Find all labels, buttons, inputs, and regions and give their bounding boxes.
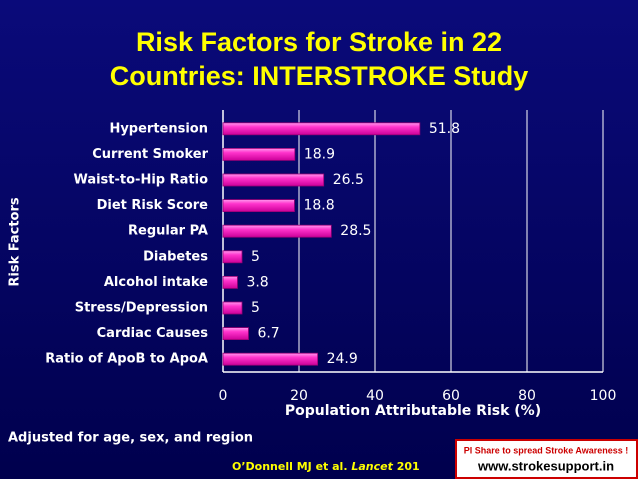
- plot: 0 20 40 60 80 100 Hypertension 51.8 Current Smok…: [45, 110, 616, 404]
- bar: [222, 224, 332, 238]
- value-label: 26.5: [333, 172, 364, 188]
- value-label: 3.8: [246, 274, 268, 290]
- bar: [222, 301, 243, 315]
- value-label: 28.5: [340, 223, 371, 239]
- bar: [222, 173, 325, 187]
- value-label: 18.8: [303, 198, 334, 214]
- x-tick-label: 20: [290, 388, 308, 404]
- bar: [222, 199, 295, 213]
- citation-journal: Lancet: [351, 460, 393, 473]
- value-label: 18.9: [304, 146, 335, 162]
- x-tick-label: 80: [518, 388, 536, 404]
- y-tick-label: Ratio of ApoB to ApoA: [45, 352, 208, 367]
- value-label: 24.9: [327, 351, 358, 367]
- banner-link: www.strokesupport.in: [477, 458, 614, 473]
- bar: [222, 327, 249, 341]
- footnote: Adjusted for age, sex, and region: [8, 431, 253, 446]
- chart-title: Countries: INTERSTROKE Study: [110, 61, 529, 91]
- x-tick-label: 0: [219, 388, 228, 404]
- y-tick-label: Diet Risk Score: [97, 198, 209, 213]
- chart-title: Risk Factors for Stroke in 22: [136, 27, 502, 57]
- citation: O’Donnell MJ et al. Lancet 201: [232, 460, 420, 473]
- x-axis-label: Population Attributable Risk (%): [285, 403, 541, 419]
- bar: [222, 250, 243, 264]
- banner-box: [455, 439, 638, 479]
- bar: [222, 147, 296, 161]
- value-label: 51.8: [429, 121, 460, 137]
- x-tick-label: 60: [442, 388, 460, 404]
- y-tick-label: Current Smoker: [92, 147, 208, 162]
- x-tick-label: 100: [590, 388, 617, 404]
- y-axis-label: Risk Factors: [8, 197, 23, 287]
- y-tick-label: Diabetes: [143, 249, 208, 264]
- value-label: 5: [251, 300, 260, 316]
- citation-year: 201: [397, 460, 420, 473]
- y-tick-label: Stress/Depression: [75, 301, 208, 316]
- bar: [222, 275, 238, 289]
- banner-text: Pl Share to spread Stroke Awareness !: [464, 445, 629, 455]
- y-tick-label: Regular PA: [128, 224, 208, 239]
- y-tick-label: Alcohol intake: [104, 275, 208, 290]
- y-tick-label: Hypertension: [109, 121, 208, 136]
- y-tick-label: Cardiac Causes: [97, 326, 209, 341]
- bar: [222, 122, 421, 136]
- x-tick-label: 40: [366, 388, 384, 404]
- value-label: 6.7: [257, 326, 279, 342]
- value-label: 5: [251, 249, 260, 265]
- bar: [222, 352, 319, 366]
- citation-authors: O’Donnell MJ et al.: [232, 460, 348, 473]
- y-tick-label: Waist-to-Hip Ratio: [73, 173, 208, 188]
